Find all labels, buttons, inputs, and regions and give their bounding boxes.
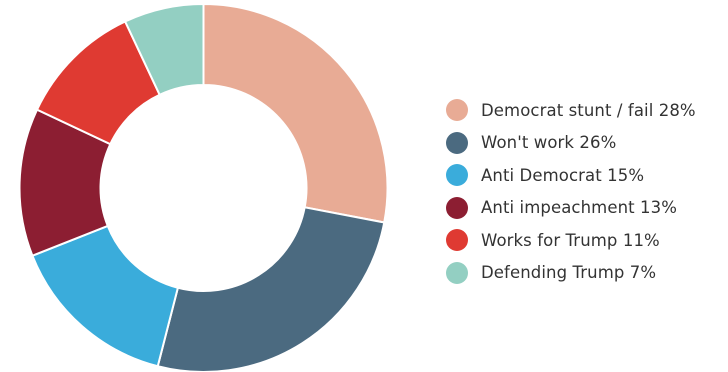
legend-item-anti-democrat: Anti Democrat 15% [446,159,696,192]
legend-label-anti-democrat: Anti Democrat 15% [481,165,645,185]
legend-item-wont-work: Won't work 26% [446,127,696,160]
legend-item-defending-trump: Defending Trump 7% [446,257,696,290]
legend-swatch-anti-impeachment [446,196,468,219]
legend-swatch-democrat-stunt [446,99,468,122]
legend-label-democrat-stunt: Democrat stunt / fail 28% [481,100,696,120]
donut-chart [18,2,389,372]
slice-democrat-stunt [202,2,389,224]
legend-item-anti-impeachment: Anti impeachment 13% [446,192,696,225]
legend-label-defending-trump: Defending Trump 7% [481,263,657,283]
legend-item-works-for-trump: Works for Trump 11% [446,224,696,257]
legend-swatch-works-for-trump [446,229,468,252]
legend-swatch-defending-trump [446,261,468,284]
legend-label-works-for-trump: Works for Trump 11% [481,230,660,250]
slice-wont-work [156,206,386,372]
legend-swatch-anti-democrat [446,164,468,187]
legend: Democrat stunt / fail 28% Won't work 26%… [446,94,696,289]
legend-label-anti-impeachment: Anti impeachment 13% [481,198,678,218]
legend-swatch-wont-work [446,131,468,154]
legend-label-wont-work: Won't work 26% [481,133,617,153]
legend-item-democrat-stunt: Democrat stunt / fail 28% [446,94,696,127]
slice-defending-trump [123,2,205,97]
